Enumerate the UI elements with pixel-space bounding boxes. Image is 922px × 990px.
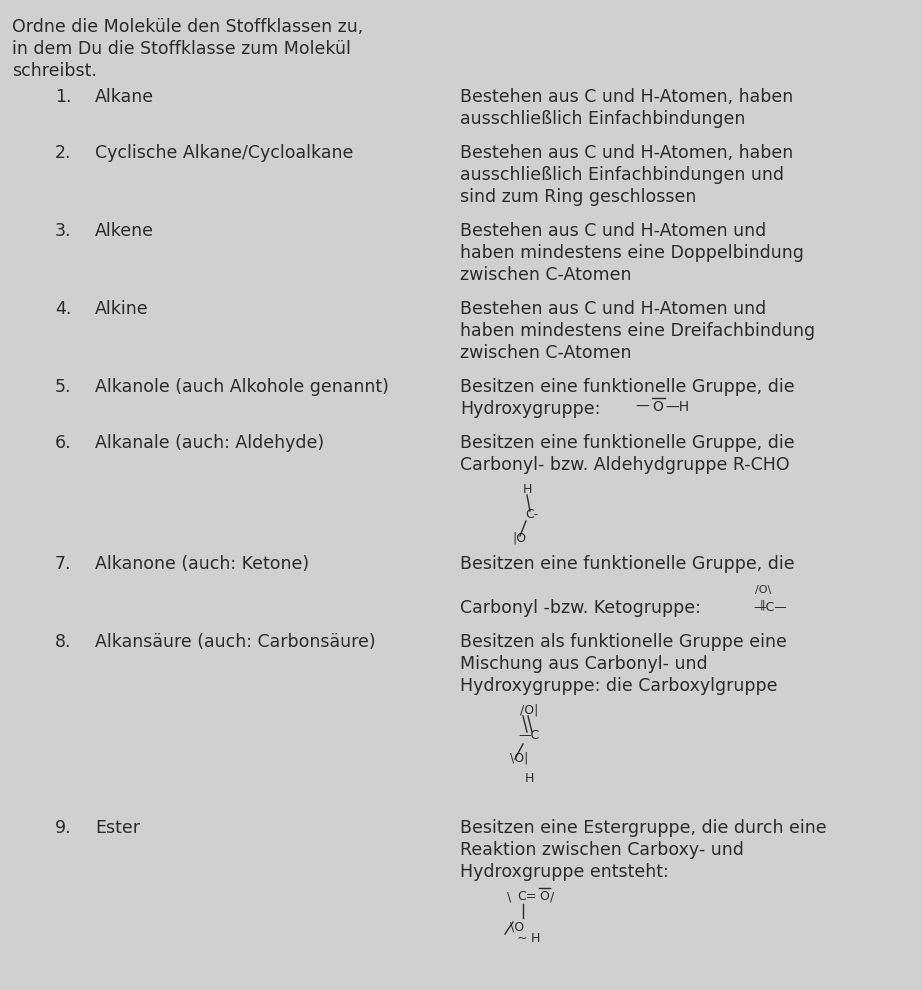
Text: Cyclische Alkane/Cycloalkane: Cyclische Alkane/Cycloalkane	[95, 144, 353, 162]
Text: H: H	[531, 932, 540, 945]
Text: Ordne die Moleküle den Stoffklassen zu,: Ordne die Moleküle den Stoffklassen zu,	[12, 18, 363, 36]
Text: —C: —C	[518, 729, 539, 742]
Text: 4.: 4.	[55, 300, 71, 318]
Text: Alkene: Alkene	[95, 222, 154, 240]
Text: Bestehen aus C und H-Atomen, haben: Bestehen aus C und H-Atomen, haben	[460, 144, 793, 162]
Text: Alkane: Alkane	[95, 88, 154, 106]
Text: ~: ~	[517, 932, 527, 945]
Text: Carbonyl- bzw. Aldehydgruppe R-CHO: Carbonyl- bzw. Aldehydgruppe R-CHO	[460, 456, 789, 474]
Text: sind zum Ring geschlossen: sind zum Ring geschlossen	[460, 188, 696, 206]
Text: haben mindestens eine Doppelbindung: haben mindestens eine Doppelbindung	[460, 244, 804, 262]
Text: Carbonyl -bzw. Ketogruppe:: Carbonyl -bzw. Ketogruppe:	[460, 599, 701, 617]
Text: Bestehen aus C und H-Atomen und: Bestehen aus C und H-Atomen und	[460, 300, 766, 318]
Text: Alkanone (auch: Ketone): Alkanone (auch: Ketone)	[95, 555, 309, 573]
Text: 2.: 2.	[55, 144, 72, 162]
Text: Alkanale (auch: Aldehyde): Alkanale (auch: Aldehyde)	[95, 434, 325, 452]
Text: O: O	[652, 400, 663, 414]
Text: zwischen C-Atomen: zwischen C-Atomen	[460, 266, 632, 284]
Text: /: /	[550, 890, 554, 903]
Text: Besitzen als funktionelle Gruppe eine: Besitzen als funktionelle Gruppe eine	[460, 633, 786, 651]
Text: Besitzen eine funktionelle Gruppe, die: Besitzen eine funktionelle Gruppe, die	[460, 434, 795, 452]
Text: Hydroxygruppe: die Carboxylgruppe: Hydroxygruppe: die Carboxylgruppe	[460, 677, 777, 695]
Text: —: —	[635, 400, 649, 414]
Text: Hydroxgruppe entsteht:: Hydroxgruppe entsteht:	[460, 863, 668, 881]
Text: |O: |O	[512, 531, 526, 544]
Text: Alkansäure (auch: Carbonsäure): Alkansäure (auch: Carbonsäure)	[95, 633, 375, 651]
Text: Besitzen eine funktionelle Gruppe, die: Besitzen eine funktionelle Gruppe, die	[460, 555, 795, 573]
Text: C=: C=	[517, 890, 537, 903]
Text: zwischen C-Atomen: zwischen C-Atomen	[460, 344, 632, 362]
Text: 5.: 5.	[55, 378, 72, 396]
Text: Bestehen aus C und H-Atomen und: Bestehen aus C und H-Atomen und	[460, 222, 766, 240]
Text: \O: \O	[510, 920, 524, 933]
Text: Reaktion zwischen Carboxy- und: Reaktion zwischen Carboxy- und	[460, 841, 744, 859]
Text: —H: —H	[665, 400, 689, 414]
Text: O: O	[539, 890, 549, 903]
Text: \O|: \O|	[510, 752, 528, 765]
Text: Alkine: Alkine	[95, 300, 148, 318]
Text: 7.: 7.	[55, 555, 72, 573]
Text: haben mindestens eine Dreifachbindung: haben mindestens eine Dreifachbindung	[460, 322, 815, 340]
Text: /O\: /O\	[755, 585, 771, 595]
Text: ausschließlich Einfachbindungen: ausschließlich Einfachbindungen	[460, 110, 745, 128]
Text: 9.: 9.	[55, 819, 72, 837]
Text: ‖: ‖	[760, 599, 765, 610]
Text: Bestehen aus C und H-Atomen, haben: Bestehen aus C und H-Atomen, haben	[460, 88, 793, 106]
Text: Ester: Ester	[95, 819, 140, 837]
Text: /O|: /O|	[520, 704, 538, 717]
Text: Besitzen eine Estergruppe, die durch eine: Besitzen eine Estergruppe, die durch ein…	[460, 819, 827, 837]
Text: H: H	[525, 772, 535, 785]
Text: schreibst.: schreibst.	[12, 62, 97, 80]
Text: 6.: 6.	[55, 434, 72, 452]
Text: 1.: 1.	[55, 88, 72, 106]
Text: in dem Du die Stoffklasse zum Molekül: in dem Du die Stoffklasse zum Molekül	[12, 40, 351, 58]
Text: Alkanole (auch Alkohole genannt): Alkanole (auch Alkohole genannt)	[95, 378, 389, 396]
Text: Hydroxygruppe:: Hydroxygruppe:	[460, 400, 600, 418]
Text: 8.: 8.	[55, 633, 72, 651]
Text: Mischung aus Carbonyl- und: Mischung aus Carbonyl- und	[460, 655, 707, 673]
Text: C-: C-	[525, 508, 538, 521]
Text: ausschließlich Einfachbindungen und: ausschließlich Einfachbindungen und	[460, 166, 784, 184]
Text: Besitzen eine funktionelle Gruppe, die: Besitzen eine funktionelle Gruppe, die	[460, 378, 795, 396]
Text: \: \	[507, 890, 512, 903]
Text: H: H	[523, 483, 532, 496]
Text: 3.: 3.	[55, 222, 72, 240]
Text: —C—: —C—	[753, 601, 786, 614]
